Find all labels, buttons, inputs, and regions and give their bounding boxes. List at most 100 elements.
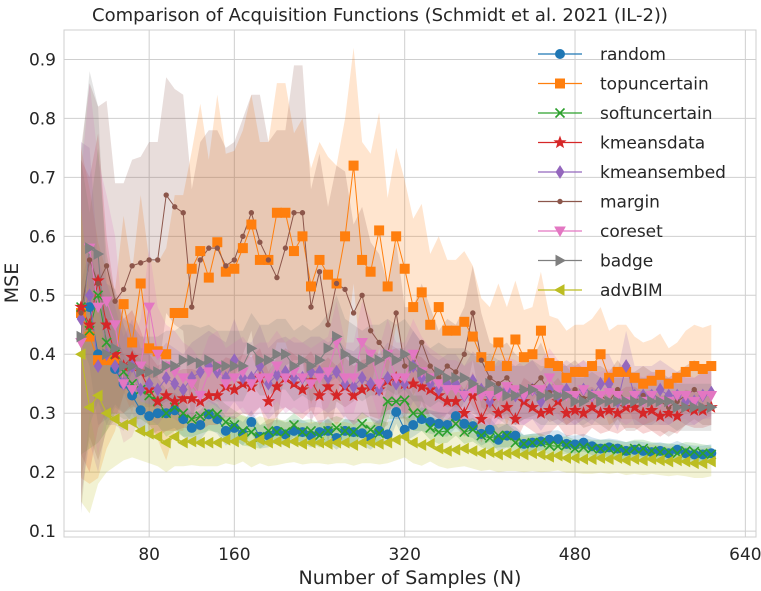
legend-label: kmeansembed xyxy=(600,163,726,183)
kmeansdata-point xyxy=(568,403,582,416)
kmeansdata-point xyxy=(542,403,557,416)
kmeansembed-point xyxy=(76,311,86,326)
kmeansdata-point xyxy=(185,391,199,405)
badge-point xyxy=(391,354,403,366)
kmeansembed-point xyxy=(272,367,282,382)
softuncertain-point xyxy=(93,290,104,301)
legend-item-margin: margin xyxy=(538,193,660,213)
coreset-point xyxy=(569,391,581,402)
legend-item-kmeansdata: kmeansdata xyxy=(538,134,705,154)
advBIM-point xyxy=(228,435,239,448)
advBIM-markers xyxy=(75,348,716,470)
kmeansdata-point xyxy=(168,394,182,408)
margin-point xyxy=(265,257,272,263)
random-point xyxy=(84,302,95,313)
coreset-point xyxy=(339,373,351,384)
softuncertain-point xyxy=(322,425,334,436)
topuncertain-point xyxy=(612,366,623,377)
advBIM-point xyxy=(696,457,708,470)
random-point xyxy=(382,429,393,440)
badge-point xyxy=(434,366,445,378)
badge-point xyxy=(178,354,190,366)
softuncertain-point xyxy=(629,443,640,454)
margin-point xyxy=(342,286,348,293)
softuncertain-point xyxy=(586,443,598,454)
legend-label: badge xyxy=(600,252,653,272)
softuncertain-point xyxy=(655,447,666,458)
softuncertain-point xyxy=(382,396,393,407)
badge-point xyxy=(442,371,454,384)
softuncertain-point xyxy=(280,426,291,438)
margin-point xyxy=(223,263,229,269)
margin-point xyxy=(444,363,450,369)
coreset-point xyxy=(441,385,454,396)
kmeansembed-point xyxy=(596,376,605,391)
softuncertain-point xyxy=(101,337,112,348)
kmeansdata-point xyxy=(449,394,463,408)
margin-point xyxy=(538,375,544,381)
kmeansdata-point xyxy=(159,388,173,402)
random-point xyxy=(246,417,257,428)
badge-point xyxy=(280,348,292,361)
topuncertain-point xyxy=(144,343,155,354)
margin-point xyxy=(274,274,280,281)
softuncertain-markers xyxy=(75,290,717,460)
advBIM-point xyxy=(586,453,597,466)
margin-point xyxy=(691,386,697,393)
random-point xyxy=(629,444,640,455)
y-tick-label: 0.7 xyxy=(29,168,56,188)
random-point xyxy=(391,407,402,418)
coreset-point xyxy=(509,385,522,396)
margin-point xyxy=(376,339,382,346)
advBIM-point xyxy=(279,436,290,449)
softuncertain-point xyxy=(467,424,478,435)
softuncertain-point xyxy=(246,426,257,438)
advBIM-point xyxy=(75,348,86,361)
coreset-point xyxy=(356,337,368,349)
kmeansembed-point xyxy=(178,382,188,397)
x-tick-label: 320 xyxy=(388,545,420,565)
kmeansembed-point xyxy=(621,359,631,373)
badge-point xyxy=(221,360,232,372)
topuncertain-point xyxy=(220,266,231,277)
legend-item-random: random xyxy=(538,45,666,65)
badge-point xyxy=(596,395,607,408)
topuncertain-point xyxy=(672,372,683,383)
advBIM-point xyxy=(662,455,674,468)
badge-point xyxy=(459,371,471,384)
softuncertain-point xyxy=(203,408,214,419)
coreset-point xyxy=(594,391,607,402)
y-tick-label: 0.4 xyxy=(29,345,56,365)
legend-item-coreset: coreset xyxy=(538,222,663,242)
margin-point xyxy=(172,204,178,210)
softuncertain-point xyxy=(263,425,274,436)
advBIM-point xyxy=(313,436,325,449)
margin-point xyxy=(163,192,169,198)
margin-point xyxy=(333,280,340,287)
badge-point xyxy=(468,377,479,390)
advBIM-point xyxy=(339,436,350,449)
badge-point xyxy=(655,395,667,408)
advBIM-point xyxy=(270,435,282,448)
random-point xyxy=(484,424,495,435)
badge-point xyxy=(579,395,590,408)
margin-point xyxy=(393,310,399,316)
advBIM-point xyxy=(398,430,410,443)
legend-swatch-marker xyxy=(555,254,567,267)
topuncertain-point xyxy=(271,207,282,218)
advBIM-point xyxy=(373,438,384,450)
topuncertain-point xyxy=(459,316,470,327)
random-confidence-band xyxy=(81,248,712,464)
kmeansembed-point xyxy=(195,364,205,379)
softuncertain-point xyxy=(527,437,538,448)
advBIM-point xyxy=(432,442,444,455)
kmeansdata-point xyxy=(74,300,88,313)
badge-point xyxy=(664,395,675,408)
topuncertain-point xyxy=(229,263,240,274)
margin-point xyxy=(487,375,493,381)
softuncertain-point xyxy=(459,426,470,438)
kmeansdata-point xyxy=(415,379,429,393)
topuncertain-point xyxy=(433,302,444,313)
margin-point xyxy=(427,363,433,369)
topuncertain-point xyxy=(195,246,206,257)
